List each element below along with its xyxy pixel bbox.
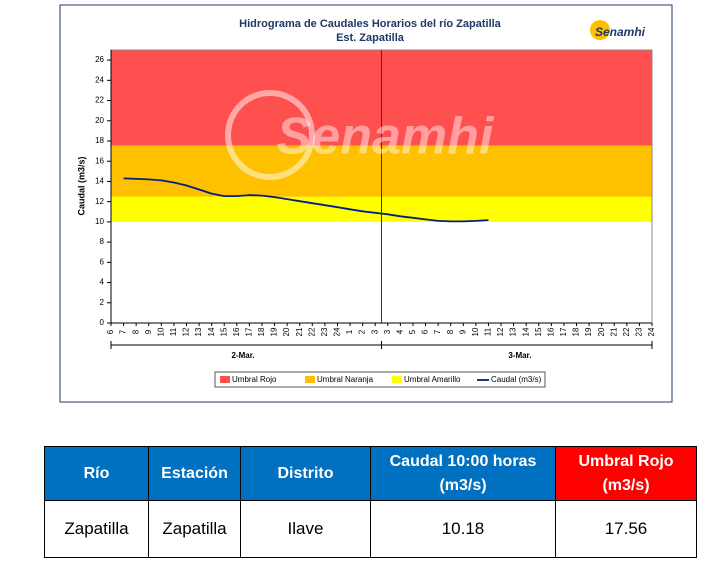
- cell: Zapatilla: [44, 500, 149, 558]
- x-tick-label: 13: [194, 327, 203, 336]
- y-tick-label: 22: [95, 96, 104, 105]
- x-tick-label: 20: [597, 327, 606, 336]
- x-tick-label: 18: [257, 327, 266, 336]
- summary-table: Río Estación Distrito Caudal 10:00 horas…: [44, 446, 697, 558]
- group-label: 2-Mar.: [232, 351, 255, 360]
- x-tick-label: 16: [232, 327, 241, 336]
- x-tick-label: 24: [647, 327, 656, 336]
- y-tick-label: 16: [95, 156, 104, 165]
- watermark: Senamhi: [277, 108, 495, 166]
- y-tick-label: 4: [100, 278, 105, 287]
- legend-swatch: [305, 376, 315, 383]
- chart: Hidrograma de Caudales Horarios del río …: [59, 4, 673, 403]
- x-tick-label: 19: [270, 327, 279, 336]
- x-tick-label: 23: [635, 327, 644, 336]
- x-tick-label: 17: [245, 327, 254, 336]
- x-tick-label: 14: [521, 327, 530, 336]
- chart-title: Hidrograma de Caudales Horarios del río …: [239, 18, 502, 30]
- flow-line: [123, 177, 489, 223]
- x-tick-label: 18: [572, 327, 581, 336]
- y-tick-label: 18: [95, 136, 104, 145]
- y-tick-label: 12: [95, 197, 104, 206]
- legend-label: Umbral Amarillo: [404, 375, 461, 384]
- y-tick-label: 14: [95, 177, 104, 186]
- x-tick-label: 11: [169, 327, 178, 336]
- x-tick-label: 3: [383, 329, 392, 334]
- x-tick-label: 20: [282, 327, 291, 336]
- x-tick-label: 12: [496, 327, 505, 336]
- y-tick-label: 6: [100, 257, 105, 266]
- x-tick-label: 21: [295, 327, 304, 336]
- header-cell: Caudal 10:00 horas (m3/s): [370, 446, 556, 501]
- x-tick-label: 17: [559, 327, 568, 336]
- watermark-sun: [225, 90, 315, 180]
- logo-sun: [590, 20, 610, 40]
- x-tick-label: 6: [421, 329, 430, 334]
- cell: Ilave: [240, 500, 371, 558]
- x-tick-label: 9: [144, 329, 153, 334]
- x-tick-label: 7: [433, 329, 442, 334]
- y-tick-label: 10: [95, 217, 104, 226]
- x-tick-label: 5: [408, 329, 417, 334]
- x-tick-label: 6: [106, 329, 115, 334]
- x-tick-label: 24: [333, 327, 342, 336]
- legend: [214, 371, 546, 388]
- legend-label: Umbral Rojo: [232, 375, 277, 384]
- y-tick-label: 24: [95, 75, 104, 84]
- y-tick-label: 0: [100, 318, 105, 327]
- header-cell: Distrito: [240, 446, 371, 501]
- header-cell: Umbral Rojo (m3/s): [555, 446, 697, 501]
- header-row: Río Estación Distrito Caudal 10:00 horas…: [44, 446, 697, 501]
- y-tick-label: 2: [100, 298, 105, 307]
- legend-swatch: [392, 376, 402, 383]
- header-cell: Río: [44, 446, 149, 501]
- x-tick-label: 21: [609, 327, 618, 336]
- logo: Senamhi: [595, 25, 646, 39]
- x-tick-label: 3: [370, 329, 379, 334]
- logo-sun-disc: [590, 20, 610, 40]
- y-axis-label: Caudal (m3/s): [76, 156, 86, 215]
- x-tick-label: 1: [345, 329, 354, 334]
- legend-label: Umbral Naranja: [317, 375, 374, 384]
- chart-subtitle: Est. Zapatilla: [336, 32, 405, 44]
- y-tick-label: 8: [100, 237, 105, 246]
- x-tick-label: 2: [358, 329, 367, 334]
- cell: 17.56: [555, 500, 697, 558]
- x-tick-label: 22: [307, 327, 316, 336]
- x-tick-label: 10: [156, 327, 165, 336]
- y-tick-label: 20: [95, 116, 104, 125]
- x-tick-label: 13: [509, 327, 518, 336]
- y-tick-label: 26: [95, 55, 104, 64]
- x-tick-label: 11: [484, 327, 493, 336]
- x-tick-label: 16: [546, 327, 555, 336]
- header-cell: Estación: [148, 446, 241, 501]
- x-tick-label: 15: [219, 327, 228, 336]
- x-tick-label: 23: [320, 327, 329, 336]
- cell: 10.18: [370, 500, 556, 558]
- legend-swatch: [220, 376, 230, 383]
- x-tick-label: 15: [534, 327, 543, 336]
- x-tick-label: 22: [622, 327, 631, 336]
- x-tick-label: 12: [182, 327, 191, 336]
- group-label: 3-Mar.: [508, 351, 531, 360]
- x-tick-label: 8: [446, 329, 455, 334]
- x-tick-label: 9: [458, 329, 467, 334]
- x-tick-label: 8: [131, 329, 140, 334]
- x-tick-label: 7: [119, 329, 128, 334]
- x-tick-label: 4: [395, 329, 404, 334]
- x-tick-label: 10: [471, 327, 480, 336]
- data-row: Zapatilla Zapatilla Ilave 10.18 17.56: [44, 500, 697, 558]
- x-tick-label: 19: [584, 327, 593, 336]
- cell: Zapatilla: [148, 500, 241, 558]
- x-tick-label: 14: [207, 327, 216, 336]
- legend-label: Caudal (m3/s): [491, 375, 542, 384]
